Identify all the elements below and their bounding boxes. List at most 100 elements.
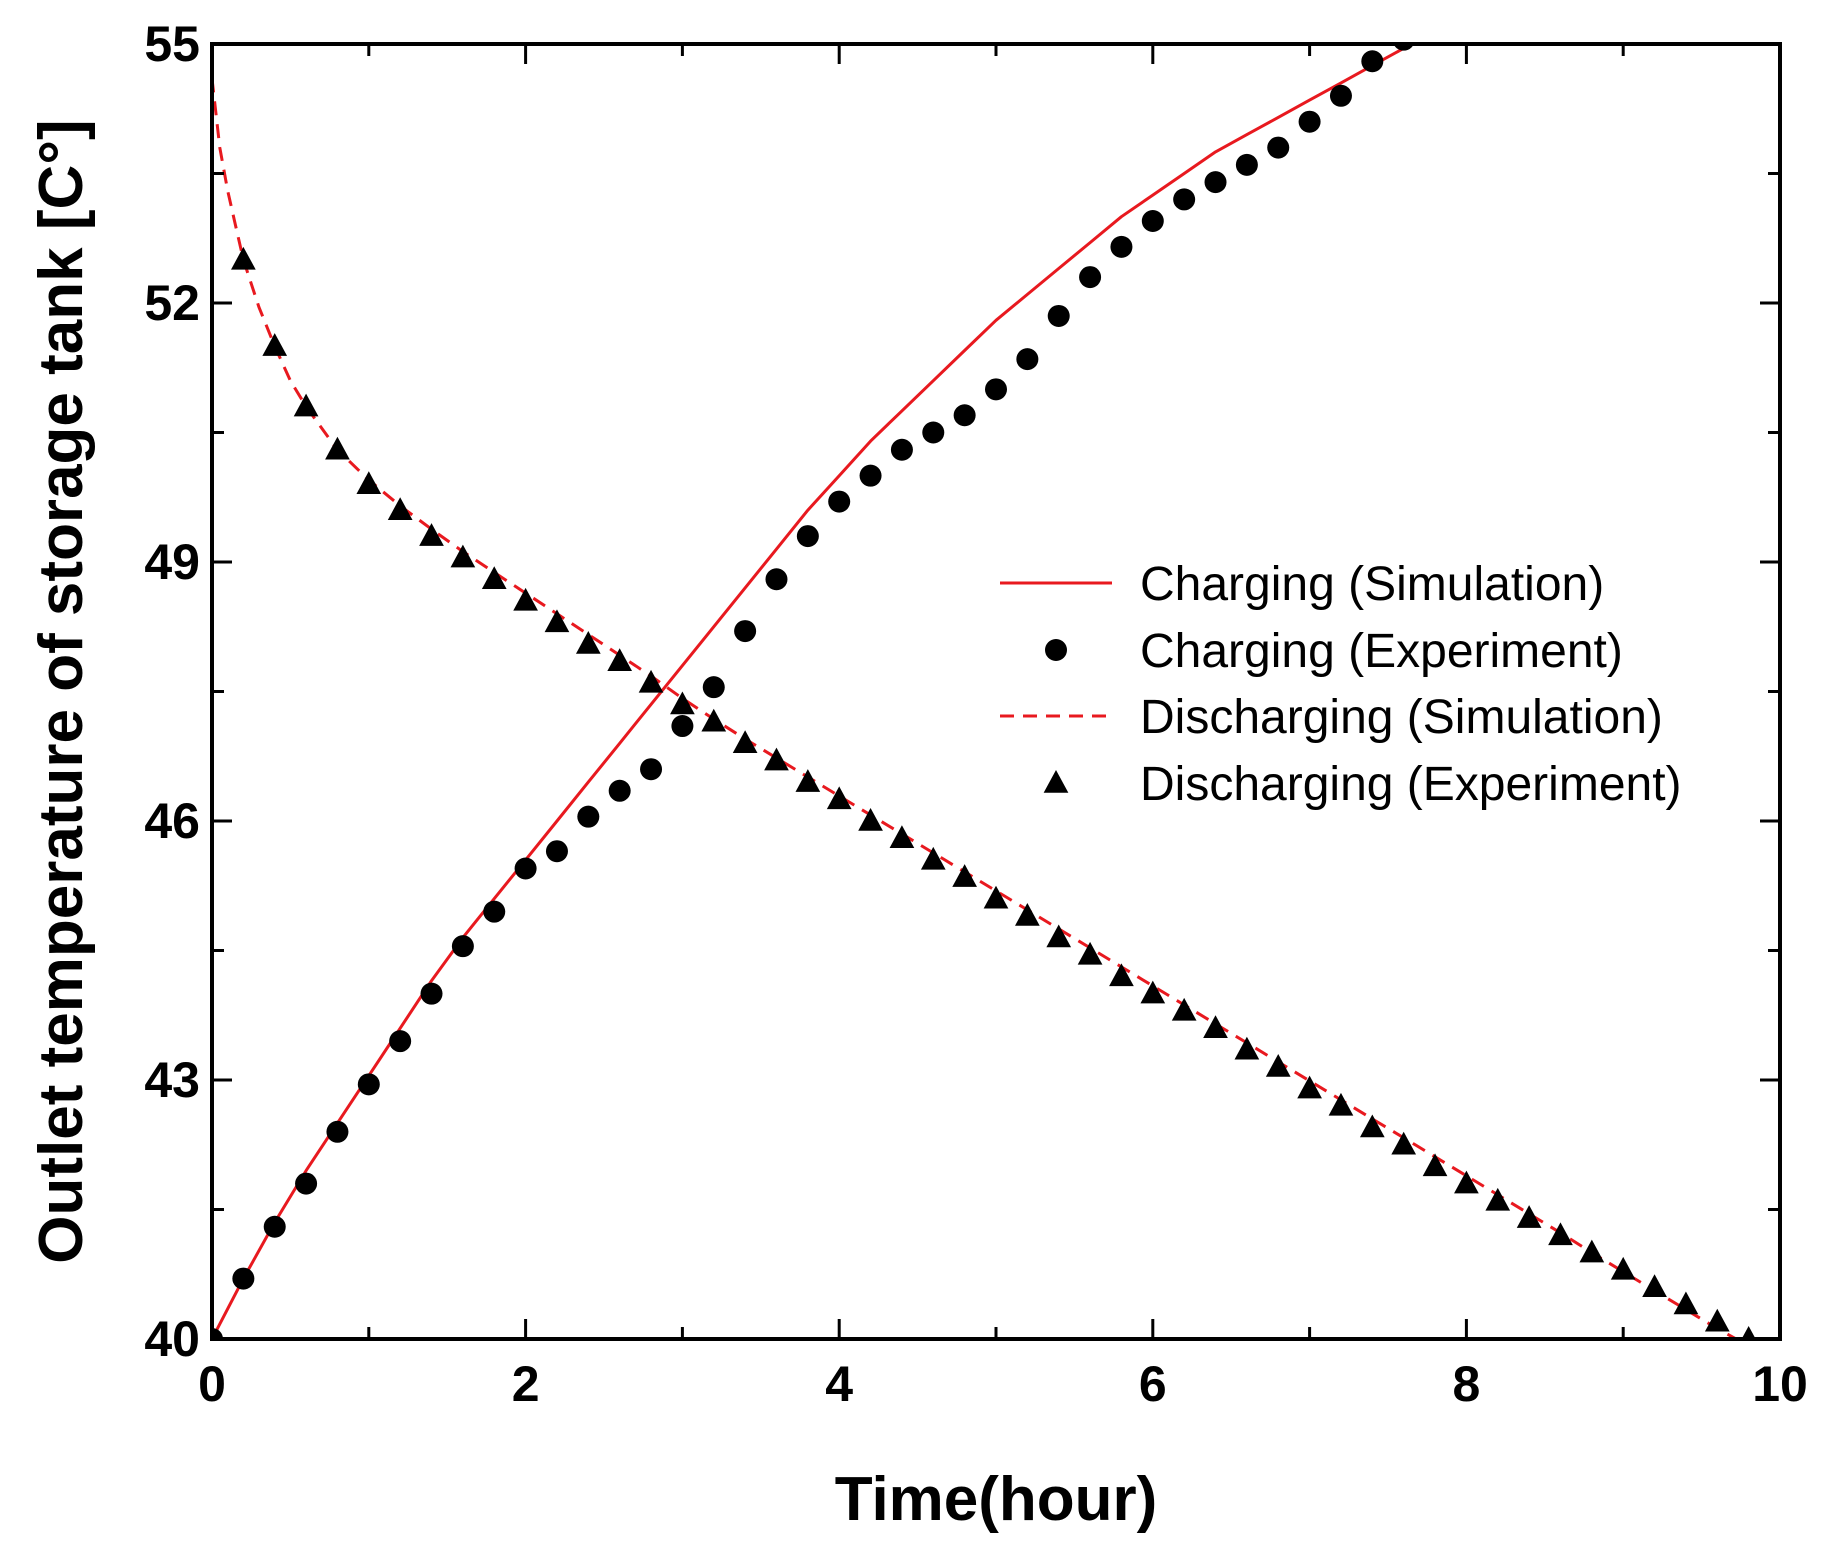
charging-experiment-point [545,840,568,863]
charging-experiment-point [859,464,882,487]
charging-experiment-point [389,1030,412,1053]
legend-label: Charging (Experiment) [1140,625,1623,678]
charging-experiment-point [1329,84,1352,107]
charging-experiment-point [1487,0,1509,16]
charging-experiment-point [671,715,694,738]
charging-experiment-point [1079,266,1102,289]
charging-experiment-point [765,568,788,591]
charging-experiment-point [514,857,537,880]
x-tick-label: 0 [198,1356,226,1412]
charging-experiment-point [263,1215,286,1238]
y-tick-label: 43 [144,1052,200,1108]
charging-experiment-point [483,900,506,923]
plot-area [212,0,1756,1339]
y-tick-label: 40 [144,1311,200,1367]
x-tick-label: 10 [1752,1356,1808,1412]
x-tick-label: 8 [1452,1356,1480,1412]
discharging-experiment-point [983,885,1009,909]
discharging-experiment-point [387,497,413,520]
charging-experiment-point [1298,110,1321,133]
discharging-experiment-point [231,246,256,270]
discharging-experiment-point [1548,1222,1573,1246]
x-tick-label: 2 [512,1356,540,1412]
charging-experiment-point [734,620,757,643]
discharging-experiment-point [544,609,570,633]
discharging-experiment-point [826,786,852,810]
charging-experiment-point [212,1328,223,1339]
discharging-experiment-point [419,523,444,546]
charging-experiment-point [1424,11,1446,33]
discharging-experiment-point [1516,1205,1542,1228]
discharging-experiment-point [1265,1054,1291,1077]
charging-experiment-point [1267,136,1290,159]
discharging-experiment-point [1610,1256,1636,1280]
discharging-experiment-point [293,393,319,417]
charging-experiment-point [1518,0,1540,3]
discharging-experiment-point [858,808,883,831]
discharging-experiment-point [1234,1036,1260,1060]
discharging-experiment-point [1741,1326,1756,1339]
discharging-experiment-point [1642,1274,1667,1297]
discharging-experiment-point [795,769,821,792]
discharging-experiment-point [1109,963,1134,987]
x-tick-label: 4 [825,1356,853,1412]
charging-experiment-point [1173,188,1196,211]
y-tick-label: 55 [144,16,200,72]
discharging-experiment-point [1297,1075,1322,1099]
charging-experiment-point [1141,209,1164,232]
discharging-experiment-point [450,544,476,568]
discharging-experiment-point [1454,1170,1479,1194]
legend-label: Discharging (Experiment) [1140,758,1682,811]
legend-charging-experiment-swatch [1045,639,1067,661]
charging-experiment-point [702,676,725,699]
charging-experiment-point [326,1120,349,1143]
discharging-experiment-point [1422,1153,1448,1177]
discharging-experiment-point [1579,1239,1605,1263]
charging-experiment-point [890,438,913,461]
charging-experiment-point [1455,11,1477,33]
discharging-experiment-point [1046,924,1072,948]
discharging-experiment-point [1171,997,1197,1021]
discharging-experiment-point [356,471,382,495]
discharging-experiment-point [1077,941,1103,965]
charging-experiment-point [796,525,819,548]
discharging-experiment-point [1328,1092,1354,1116]
legend: Charging (Simulation) Charging (Experimen… [1000,558,1682,811]
charging-experiment-point [577,805,600,828]
legend-discharging-experiment-swatch [1043,770,1069,793]
y-axis-title: Outlet temperature of storage tank [C°] [27,119,96,1263]
charging-experiment-point [357,1073,380,1096]
charging-experiment-point [1361,50,1384,73]
discharging-experiment-point [920,846,946,870]
legend-label: Charging (Simulation) [1140,558,1604,611]
charging-experiment-point [828,490,851,513]
discharging-experiment-point [262,333,288,356]
y-tick-label: 46 [144,793,200,849]
discharging-experiment-point [764,747,789,771]
discharging-experiment-point [1203,1015,1228,1038]
discharging-experiment-point [952,864,977,887]
discharging-experiment-point [575,631,601,654]
discharging-experiment-point [638,669,664,693]
charging-experiment-point [922,421,945,444]
discharging-experiment-point [481,566,507,590]
y-tick-label: 52 [144,275,200,331]
discharging-experiment-point [1015,902,1040,926]
y-tick-label: 49 [144,534,200,590]
x-axis-title: Time(hour) [835,1465,1158,1534]
discharging-experiment-point [889,825,915,849]
discharging-experiment-point [607,648,633,672]
charging-experiment-point [640,758,663,781]
charging-experiment-point [985,378,1007,401]
charging-experiment-point [1235,153,1258,176]
x-tick-label: 6 [1139,1356,1167,1412]
discharging-experiment-point [1391,1131,1417,1155]
charging-experiment-point [1110,235,1133,258]
charging-experiment-point [1204,171,1227,194]
discharging-experiment-point [670,691,695,715]
discharging-experiment-point [1140,980,1166,1004]
charging-experiment-point [1016,348,1039,371]
discharging-experiment-point [701,708,727,732]
